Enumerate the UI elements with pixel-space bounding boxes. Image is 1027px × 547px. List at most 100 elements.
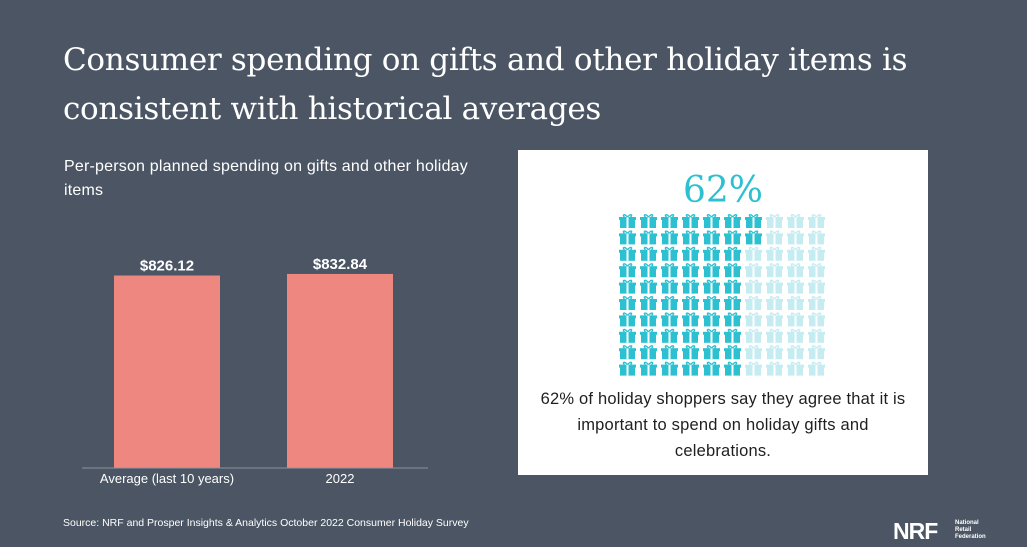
- logo-text-line2: Retail: [955, 527, 972, 533]
- gift-icon: [745, 263, 762, 278]
- gift-icon: [766, 246, 783, 261]
- gift-icon: [724, 361, 741, 376]
- gift-icon: [787, 312, 804, 327]
- gift-icon: [724, 279, 741, 294]
- logo-text: National Retail Federation: [955, 520, 995, 541]
- stat-panel: 62% 62% of holiday shoppers say they agr…: [518, 150, 928, 475]
- gift-icon: [724, 263, 741, 278]
- gift-icon: [745, 361, 762, 376]
- gift-icon: [619, 214, 636, 228]
- gift-icon: [661, 263, 678, 278]
- stat-percent: 62%: [682, 170, 763, 211]
- gift-icon: [745, 345, 762, 360]
- gift-icon: [619, 296, 636, 310]
- gift-icon: [619, 312, 636, 327]
- bar-value-label-1: $832.84: [313, 256, 368, 273]
- gift-icon: [703, 361, 720, 376]
- chart-title: Per-person planned spending on gifts and…: [64, 158, 468, 199]
- stat-caption: 62% of holiday shoppers say they agree t…: [540, 390, 906, 460]
- gift-icon: [724, 296, 741, 310]
- gift-icon: [703, 328, 720, 343]
- gift-icon: [619, 361, 636, 376]
- gift-icon-grid: [619, 214, 825, 376]
- gift-icon: [724, 328, 741, 343]
- bar-0: [114, 275, 220, 468]
- logo-text-line3: Federation: [955, 534, 986, 540]
- gift-icon: [745, 296, 762, 310]
- gift-icon: [703, 312, 720, 327]
- gift-icon: [724, 312, 741, 327]
- gift-icon: [640, 361, 657, 376]
- gift-icon: [766, 230, 783, 245]
- gift-icon: [724, 214, 741, 228]
- gift-icon: [787, 296, 804, 310]
- gift-icon: [787, 214, 804, 228]
- gift-icon: [745, 214, 762, 228]
- bar-chart: $826.12 Average (last 10 years) $832.84 202…: [82, 256, 428, 486]
- bar-value-label-0: $826.12: [140, 258, 194, 275]
- gift-icon: [745, 312, 762, 327]
- gift-icon: [787, 345, 804, 360]
- gift-icon: [640, 263, 657, 278]
- gift-icon: [703, 230, 720, 245]
- gift-icon: [682, 230, 699, 245]
- gift-icon: [640, 279, 657, 294]
- gift-icon: [808, 296, 825, 310]
- gift-icon: [640, 230, 657, 245]
- gift-icon: [682, 263, 699, 278]
- gift-icon: [787, 230, 804, 245]
- gift-icon: [661, 328, 678, 343]
- gift-icon: [703, 263, 720, 278]
- gift-icon: [766, 345, 783, 360]
- gift-icon: [619, 246, 636, 261]
- gift-icon: [661, 296, 678, 310]
- gift-icon: [682, 312, 699, 327]
- gift-icon: [766, 263, 783, 278]
- gift-icon: [808, 263, 825, 278]
- gift-icon: [661, 345, 678, 360]
- gift-icon: [808, 361, 825, 376]
- gift-icon: [745, 328, 762, 343]
- gift-icon: [808, 345, 825, 360]
- gift-icon: [640, 312, 657, 327]
- gift-icon: [787, 361, 804, 376]
- bar-1: [287, 273, 393, 468]
- gift-icon: [640, 246, 657, 261]
- gift-icon: [682, 328, 699, 343]
- gift-icon: [640, 328, 657, 343]
- gift-icon: [682, 361, 699, 376]
- x-tick-label-1: 2022: [326, 471, 355, 486]
- gift-icon: [724, 230, 741, 245]
- gift-icon: [787, 279, 804, 294]
- gift-icon: [745, 246, 762, 261]
- gift-icon: [703, 345, 720, 360]
- gift-icon: [724, 345, 741, 360]
- gift-icon: [682, 246, 699, 261]
- x-tick-label-0: Average (last 10 years): [100, 471, 234, 486]
- gift-icon: [766, 312, 783, 327]
- gift-icon: [661, 361, 678, 376]
- gift-icon: [619, 345, 636, 360]
- gift-icon: [808, 312, 825, 327]
- gift-icon: [640, 345, 657, 360]
- gift-icon: [766, 361, 783, 376]
- gift-icon: [787, 328, 804, 343]
- gift-icon: [808, 230, 825, 245]
- gift-icon: [619, 279, 636, 294]
- gift-icon: [661, 312, 678, 327]
- gift-icon: [766, 279, 783, 294]
- gift-icon: [640, 214, 657, 228]
- gift-icon: [766, 328, 783, 343]
- gift-icon: [703, 214, 720, 228]
- gift-icon: [661, 246, 678, 261]
- gift-icon: [787, 246, 804, 261]
- gift-icon: [619, 230, 636, 245]
- gift-icon: [703, 296, 720, 310]
- gift-icon: [682, 296, 699, 310]
- gift-icon: [787, 263, 804, 278]
- gift-icon: [619, 263, 636, 278]
- gift-icon: [808, 246, 825, 261]
- gift-icon: [745, 279, 762, 294]
- gift-icon: [661, 230, 678, 245]
- gift-icon: [703, 279, 720, 294]
